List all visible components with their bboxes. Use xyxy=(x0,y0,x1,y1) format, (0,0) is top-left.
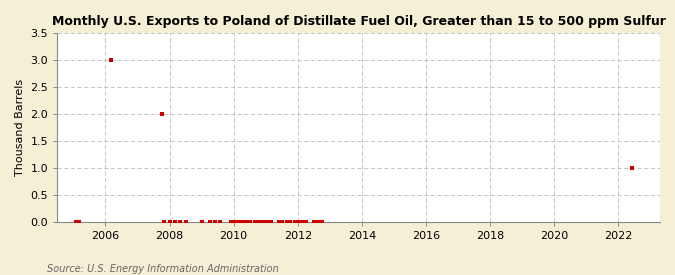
Point xyxy=(317,219,327,224)
Point xyxy=(295,219,306,224)
Point xyxy=(156,112,167,116)
Point xyxy=(205,219,215,224)
Point xyxy=(196,219,207,224)
Point xyxy=(274,219,285,224)
Point xyxy=(261,219,271,224)
Point xyxy=(244,219,255,224)
Point xyxy=(255,219,266,224)
Point xyxy=(292,219,303,224)
Point xyxy=(266,219,277,224)
Point xyxy=(258,219,269,224)
Point xyxy=(180,219,191,224)
Point xyxy=(231,219,242,224)
Y-axis label: Thousand Barrels: Thousand Barrels xyxy=(15,79,25,176)
Point xyxy=(298,219,308,224)
Point xyxy=(74,219,84,224)
Point xyxy=(239,219,250,224)
Point xyxy=(242,219,252,224)
Point xyxy=(70,219,81,224)
Point xyxy=(281,219,292,224)
Point xyxy=(626,166,637,170)
Point xyxy=(276,219,287,224)
Point xyxy=(169,219,180,224)
Point xyxy=(175,219,186,224)
Point xyxy=(164,219,175,224)
Point xyxy=(284,219,295,224)
Point xyxy=(210,219,221,224)
Text: Source: U.S. Energy Information Administration: Source: U.S. Energy Information Administ… xyxy=(47,264,279,274)
Point xyxy=(236,219,247,224)
Point xyxy=(252,219,263,224)
Point xyxy=(228,219,239,224)
Point xyxy=(215,219,225,224)
Point xyxy=(290,219,300,224)
Point xyxy=(159,219,169,224)
Point xyxy=(234,219,244,224)
Point xyxy=(311,219,322,224)
Point xyxy=(250,219,261,224)
Point xyxy=(308,219,319,224)
Point xyxy=(105,58,116,62)
Point xyxy=(314,219,325,224)
Point xyxy=(225,219,236,224)
Title: Monthly U.S. Exports to Poland of Distillate Fuel Oil, Greater than 15 to 500 pp: Monthly U.S. Exports to Poland of Distil… xyxy=(52,15,666,28)
Point xyxy=(263,219,273,224)
Point xyxy=(300,219,311,224)
